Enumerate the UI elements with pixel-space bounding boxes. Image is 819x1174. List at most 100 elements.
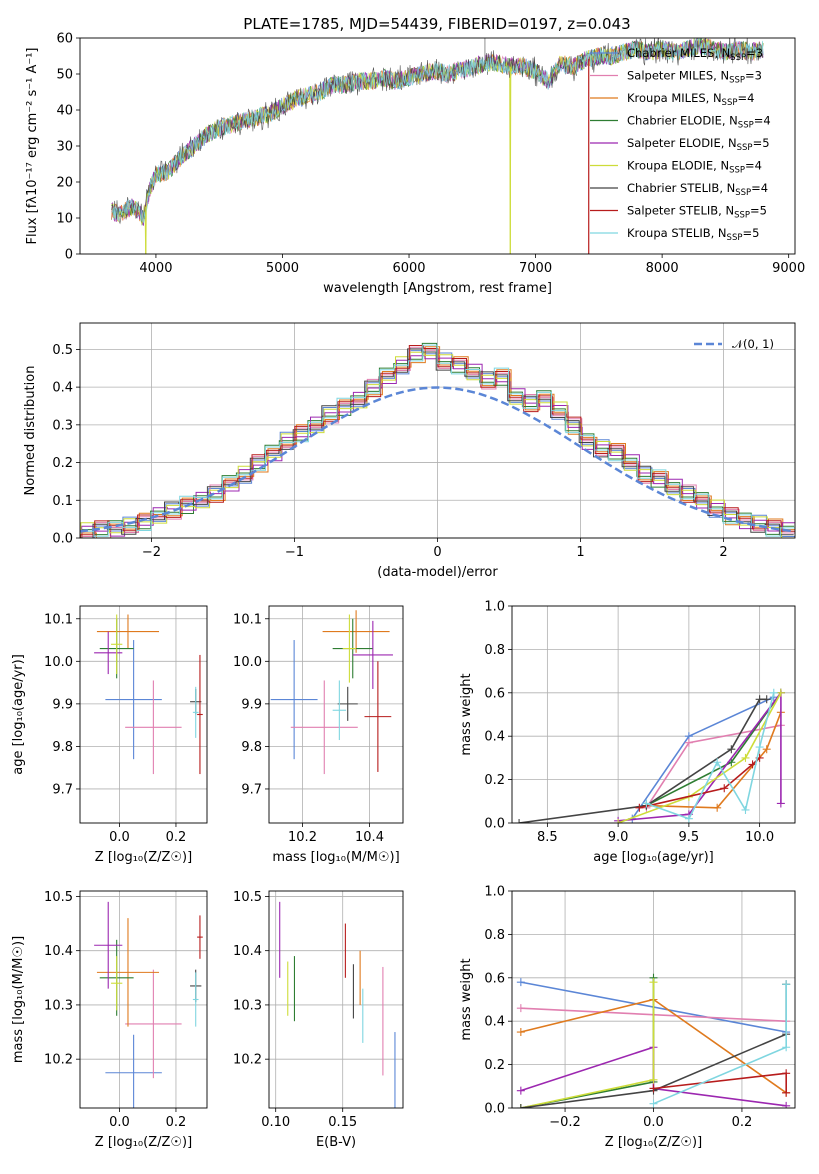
histogram-7 (80, 345, 795, 538)
legend-sub-4: SSP (737, 143, 753, 153)
x-tick-label: 10.0 (745, 830, 774, 845)
y-tick-label: 0.5 (52, 343, 73, 358)
plot-area-weight-vs-Z (516, 973, 791, 1108)
weight-marker-7-1 (720, 784, 729, 793)
histogram-2 (81, 346, 795, 538)
weight-marker-5-2 (741, 753, 750, 762)
y-tick-label: 0.2 (484, 1058, 505, 1073)
legend-suffix-2: =4 (737, 91, 754, 105)
y-tick-label: 50 (56, 68, 73, 83)
y-tick-label: 10.1 (44, 612, 73, 627)
weight-line-3 (520, 977, 655, 1108)
x-tick-label: 0.2 (732, 1115, 753, 1130)
axes-frame (511, 605, 796, 824)
y-tick-label: 9.7 (52, 782, 73, 797)
y-tick-label: 9.9 (52, 697, 73, 712)
y-tick-label: 0.4 (484, 730, 505, 745)
x-axis-label: E(B-V) (316, 1135, 356, 1150)
weight-line-8 (646, 692, 775, 820)
weight-marker-7-2 (782, 1088, 791, 1097)
y-tick-label: 0.0 (52, 532, 73, 547)
y-tick-label: 9.8 (52, 740, 73, 755)
legend-label-4: Salpeter ELODIE, N (627, 136, 737, 150)
legend-sub-1: SSP (729, 76, 745, 86)
x-tick-label: 8000 (646, 261, 679, 276)
x-tick-label: −0.2 (549, 1115, 581, 1130)
y-tick-label: 10.0 (233, 655, 262, 670)
x-tick-label: 0.0 (109, 1115, 130, 1130)
weight-marker-4-0 (516, 1086, 525, 1095)
plot-area-mass-vs-ebv (279, 901, 396, 1108)
weight-marker-0-0 (516, 978, 525, 987)
y-tick-label: 40 (56, 104, 73, 119)
y-tick-label: 0.6 (484, 971, 505, 986)
weight-marker-7-0 (649, 1084, 658, 1093)
legend-sub-5: SSP (729, 166, 745, 176)
weight-marker-4-3 (782, 1101, 791, 1108)
y-tick-label: 10.0 (44, 655, 73, 670)
y-tick-label: 10.1 (233, 612, 262, 627)
panel-spectrum: 4000 5000 6000 7000 8000 9000 0 10 20 30 40 50 60 wav… (25, 32, 805, 297)
y-tick-label: 0.8 (484, 928, 505, 943)
y-axis-label: mass weight (459, 673, 474, 755)
legend-label-8: Kroupa STELIB, N (627, 226, 727, 240)
y-tick-label: 0.3 (52, 418, 73, 433)
legend-entry-8: Kroupa STELIB, NSSP=5 (627, 226, 759, 243)
x-tick-label: 10.2 (288, 830, 317, 845)
weight-marker-5-1 (649, 1075, 658, 1084)
axes-frame (511, 890, 796, 1109)
y-tick-label: 9.8 (241, 740, 262, 755)
x-tick-label: 0.2 (166, 1115, 187, 1130)
x-tick-label: 8.5 (537, 830, 558, 845)
weight-line-3 (646, 692, 782, 807)
axes-frame (268, 605, 404, 824)
weight-marker-8-1 (782, 1043, 791, 1052)
axes-frame (268, 890, 404, 1109)
panel-age-vs-mass: 10.2 10.4 9.7 9.8 9.9 10.0 10.1 mass [log₁₀(M/M… (233, 605, 404, 865)
x-tick-label: 5000 (266, 261, 299, 276)
x-tick-label: 6000 (392, 261, 425, 276)
spectrum-line-8 (111, 38, 764, 224)
weight-marker-6-4 (762, 695, 771, 704)
weight-marker-8-3 (741, 805, 750, 814)
legend-entry-0: Chabrier MILES, NSSP=3 (627, 46, 763, 63)
plot-area-spectrum (111, 38, 764, 254)
y-tick-label: 9.9 (241, 697, 262, 712)
x-tick-label: 1 (576, 545, 584, 560)
grid-age-vs-mass (269, 606, 403, 823)
y-tick-label: 10.4 (233, 944, 262, 959)
histogram-6 (80, 348, 794, 538)
legend-sub-8: SSP (727, 233, 743, 243)
weight-marker-2-1 (713, 803, 722, 812)
y-tick-label: 10.5 (233, 890, 262, 905)
legend-sub-6: SSP (735, 188, 751, 198)
y-tick-label: 20 (56, 176, 73, 191)
histogram-4 (81, 355, 795, 538)
legend-suffix-8: =5 (742, 226, 759, 240)
histogram-3 (80, 342, 795, 536)
plot-area-age-vs-mass (270, 610, 393, 775)
weight-marker-8-4 (755, 743, 764, 752)
y-tick-label: 0.6 (484, 686, 505, 701)
x-tick-label: 9000 (772, 261, 805, 276)
y-tick-label: 0.4 (484, 1015, 505, 1030)
weight-marker-5-2 (649, 978, 658, 987)
grid-mass-vs-ebv (269, 891, 403, 1108)
grid-age-vs-Z (80, 606, 207, 823)
y-tick-label: 10.5 (44, 890, 73, 905)
y-tick-label: 10.2 (44, 1053, 73, 1068)
weight-marker-6-2 (727, 745, 736, 754)
weight-marker-8-0 (649, 1099, 658, 1108)
x-tick-label: 0.15 (328, 1115, 357, 1130)
panel-residuals: −2 −1 0 1 2 0.0 0.1 0.2 0.3 0.4 0.5 (data-model)/er… (23, 322, 796, 580)
x-axis-label: (data-model)/error (377, 565, 498, 580)
x-tick-label: 7000 (519, 261, 552, 276)
panel-weight-vs-Z: −0.2 0.0 0.2 0.0 0.2 0.4 0.6 0.8 1.0 Z [log₁₀(Z/Z… (459, 885, 796, 1150)
weight-marker-8-5 (769, 688, 778, 697)
weight-line-2 (646, 712, 782, 809)
weight-marker-6-0 (516, 1104, 525, 1108)
x-tick-label: 0.2 (166, 830, 187, 845)
panel-weight-vs-age: 8.5 9.0 9.5 10.0 0.0 0.2 0.4 0.6 0.8 1.0 age [log₁… (459, 600, 796, 865)
panel-mass-vs-ebv: 0.10 0.15 10.2 10.3 10.4 10.5 E(B-V) (233, 890, 404, 1150)
weight-marker-6-3 (755, 695, 764, 704)
